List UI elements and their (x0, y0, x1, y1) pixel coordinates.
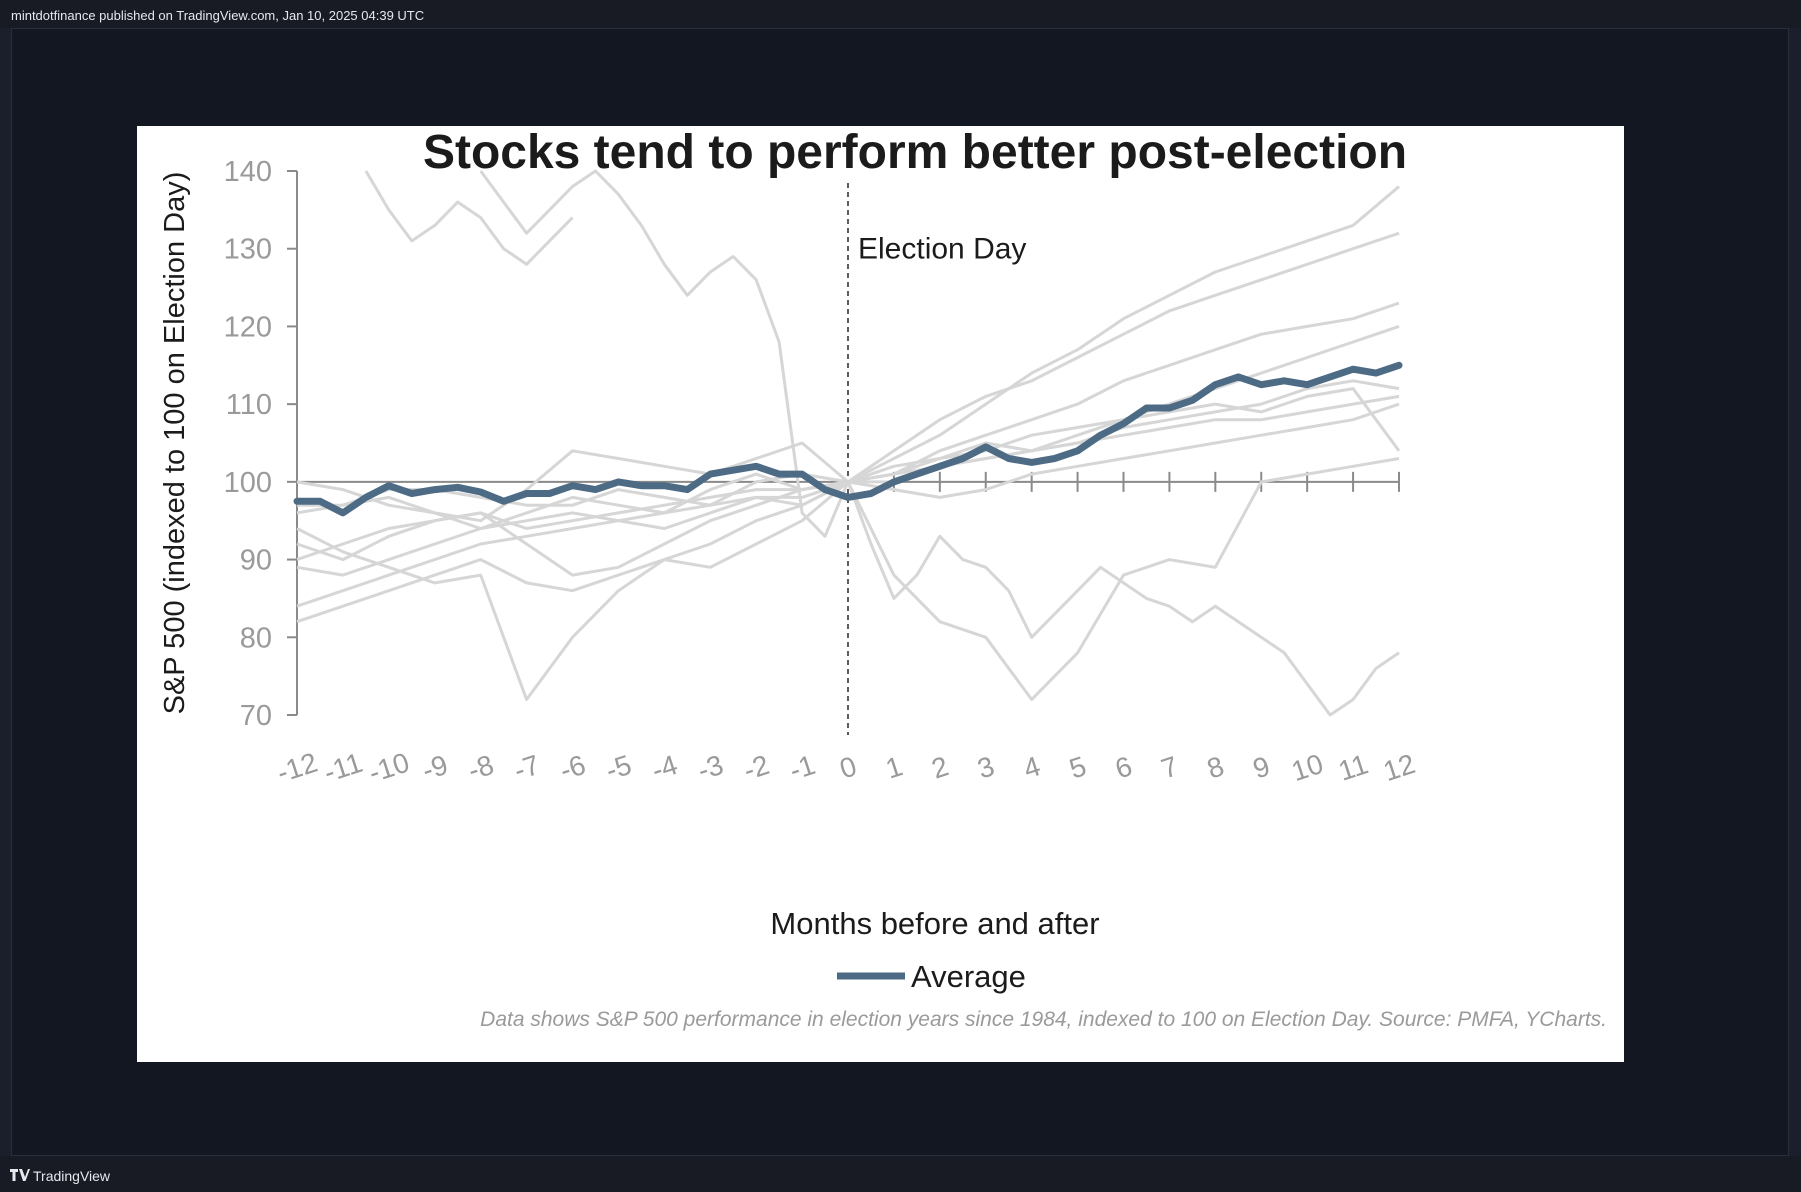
publish-line: mintdotfinance published on TradingView.… (11, 8, 425, 23)
x-tick-label: -2 (740, 749, 773, 786)
x-tick-label: 10 (1288, 748, 1327, 787)
y-tick-label: 90 (240, 545, 272, 577)
footer-bar: TradingView (0, 1156, 1801, 1192)
gray-series-line-11 (364, 170, 574, 266)
tradingview-logo-icon (10, 1169, 30, 1181)
x-tick-label: 5 (1066, 750, 1090, 784)
chart-source-note: Data shows S&P 500 performance in electi… (480, 1008, 1607, 1031)
x-tick-label: -9 (418, 749, 451, 786)
chart-card: Stocks tend to perform better post-elect… (137, 126, 1624, 1062)
x-tick-label: 2 (928, 750, 952, 784)
x-tick-label: 7 (1157, 750, 1181, 784)
x-tick-label: -1 (786, 749, 819, 786)
y-tick-label: 130 (224, 234, 272, 266)
election-day-annotation: Election Day (858, 233, 1026, 266)
x-axis-label: Months before and after (770, 906, 1099, 941)
x-tick-label: -3 (694, 749, 727, 786)
gray-series-line-10 (479, 169, 1400, 717)
x-tick-label: -5 (602, 749, 635, 786)
footer-brand[interactable]: TradingView (33, 1168, 111, 1184)
x-tick-label: 3 (974, 750, 998, 784)
x-tick-label: 9 (1249, 750, 1273, 784)
publish-header: mintdotfinance published on TradingView.… (0, 0, 1801, 28)
x-tick-label: -4 (648, 749, 681, 786)
x-tick-label: 1 (882, 750, 906, 784)
x-tick-label: 8 (1203, 750, 1227, 784)
x-tick-label: -6 (556, 749, 589, 786)
x-tick-label: -12 (273, 746, 321, 788)
y-tick-label: 140 (224, 156, 272, 188)
x-tick-label: 6 (1111, 750, 1135, 784)
legend-average-label: Average (911, 959, 1026, 994)
x-tick-label: 4 (1020, 750, 1044, 784)
x-tick-label: -7 (510, 749, 543, 786)
chart-title: Stocks tend to perform better post-elect… (423, 126, 1407, 179)
y-tick-label: 120 (224, 311, 272, 343)
chart-svg: Stocks tend to perform better post-elect… (159, 126, 1607, 1031)
y-tick-label: 80 (240, 622, 272, 654)
average-series-line (293, 361, 1403, 517)
y-tick-label: 70 (240, 700, 272, 732)
x-tick-label: -11 (320, 747, 366, 788)
x-tick-label: -10 (365, 746, 413, 788)
x-tick-label: 11 (1335, 748, 1372, 786)
x-tick-label: -8 (464, 749, 497, 786)
y-tick-label: 110 (226, 389, 272, 421)
y-tick-label: 100 (224, 467, 272, 499)
x-tick-label: 12 (1380, 748, 1419, 787)
y-axis-label: S&P 500 (indexed to 100 on Election Day) (159, 172, 191, 715)
x-tick-label: 0 (836, 750, 860, 784)
